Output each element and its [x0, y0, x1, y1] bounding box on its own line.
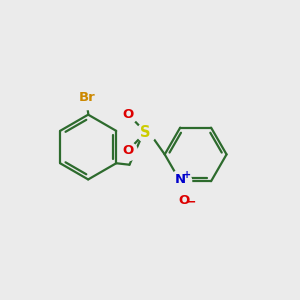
Text: O: O — [178, 194, 189, 207]
Text: S: S — [140, 125, 151, 140]
Text: O: O — [122, 108, 134, 121]
Text: O: O — [122, 144, 134, 157]
Text: +: + — [183, 170, 191, 180]
Text: Br: Br — [78, 91, 95, 104]
Text: N: N — [175, 173, 186, 186]
Text: −: − — [186, 195, 196, 208]
